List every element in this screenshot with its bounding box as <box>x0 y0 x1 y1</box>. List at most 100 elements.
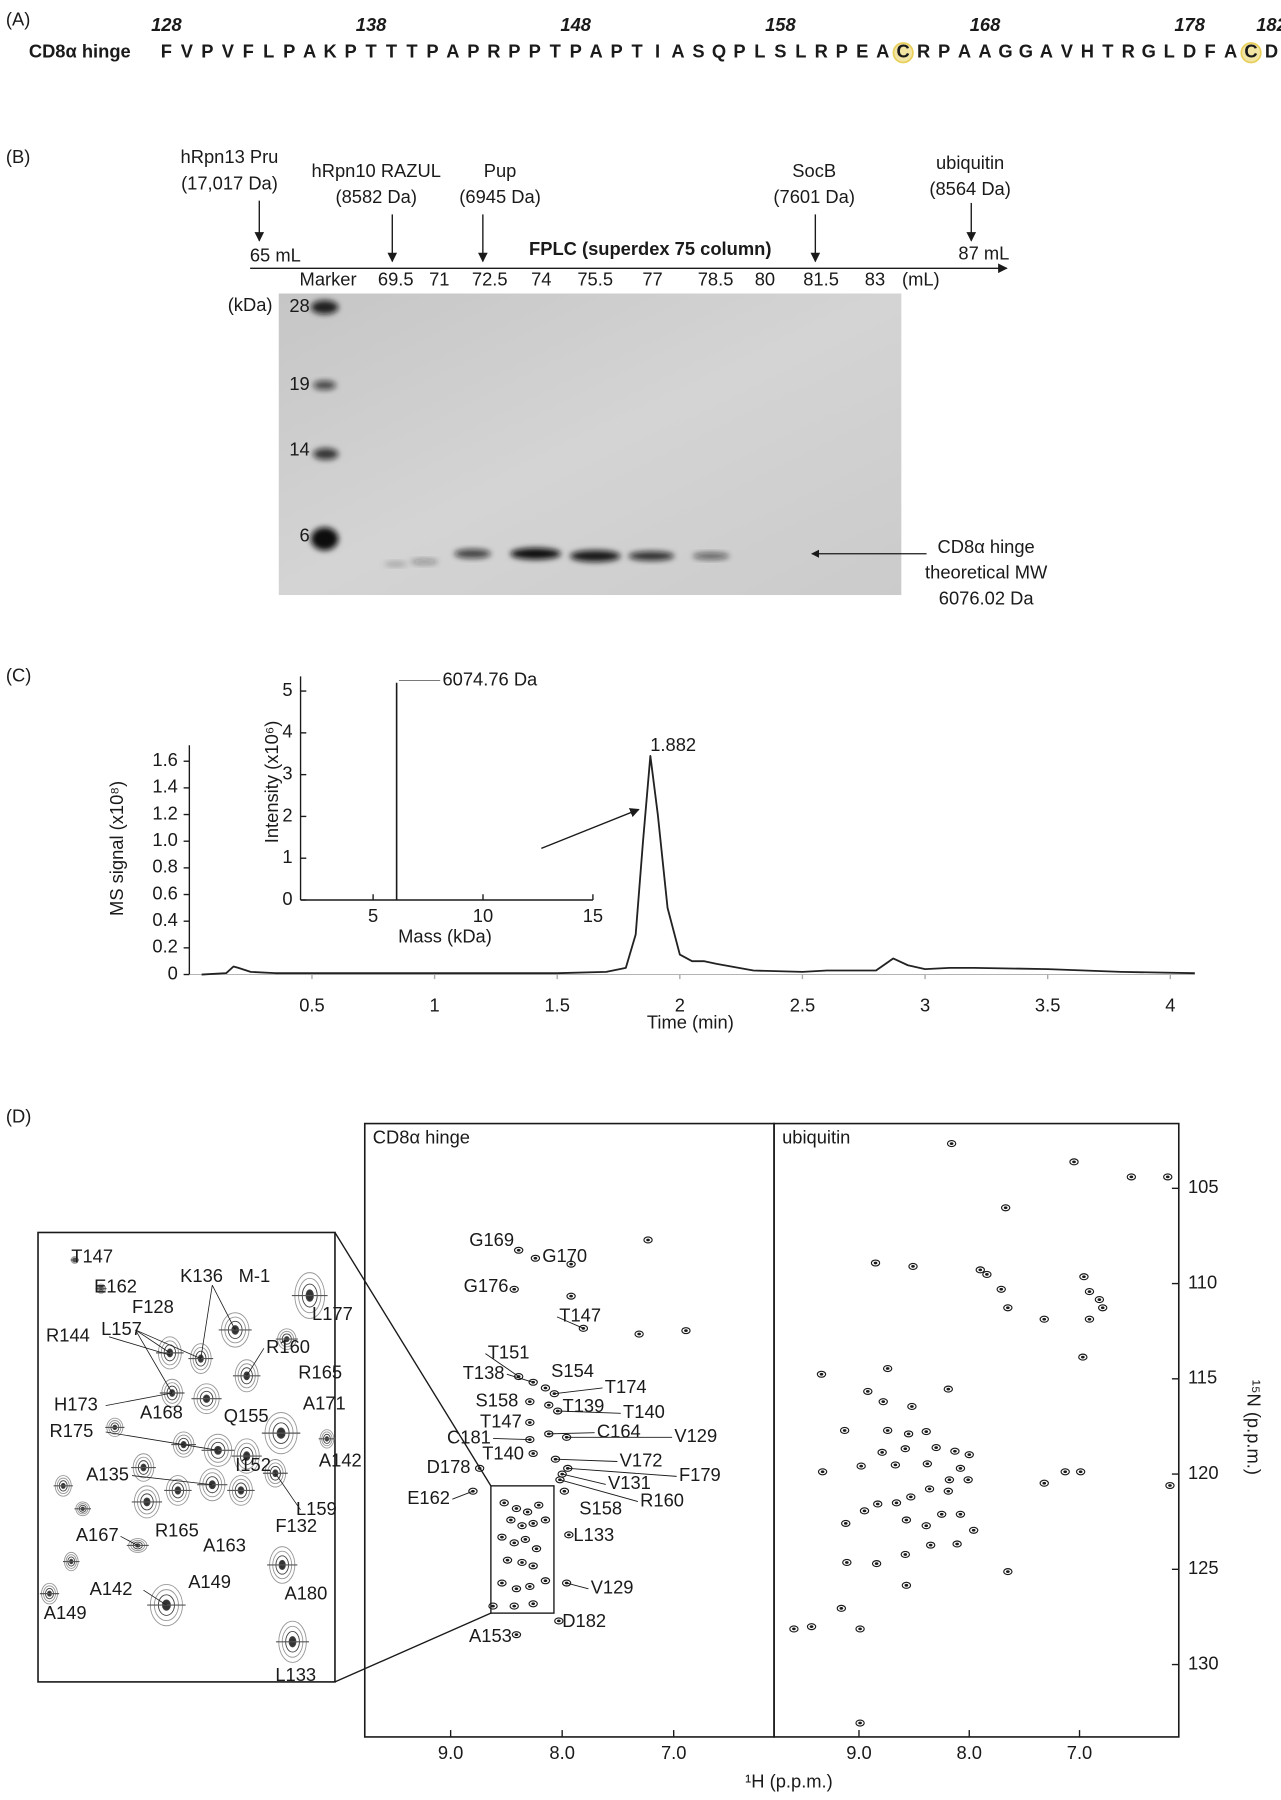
peak-core <box>514 1633 519 1637</box>
residue: A <box>590 41 603 62</box>
ubiquitin-peak <box>944 1476 955 1484</box>
ubiquitin-peak <box>901 1516 912 1524</box>
residue: R <box>487 41 500 62</box>
peak-contour <box>863 1387 873 1395</box>
protein-name: hRpn10 RAZUL <box>312 160 441 181</box>
protein-name: ubiquitin <box>936 152 1004 173</box>
peak-contour <box>517 1522 527 1530</box>
peak-contour <box>907 1402 917 1410</box>
ubiquitin-peak <box>968 1526 979 1534</box>
hinge-peak <box>634 1330 644 1338</box>
peak-contour <box>975 1266 985 1274</box>
inset-label: L133 <box>275 1664 316 1685</box>
peak-core <box>491 1604 495 1608</box>
inset-x-tick-label: 10 <box>473 905 493 926</box>
panel-label: (C) <box>6 664 31 685</box>
peak-core <box>845 1561 849 1564</box>
ubiquitin-peak <box>1163 1173 1173 1181</box>
peak-core <box>858 1627 862 1631</box>
peak-leader <box>452 1490 474 1500</box>
gel-band <box>454 549 491 559</box>
gel-band <box>410 558 439 565</box>
hinge-peak <box>530 1254 541 1262</box>
hinge-peak <box>509 1539 519 1547</box>
peak-core <box>966 1478 970 1482</box>
spectrum-title: CD8α hinge <box>373 1126 470 1147</box>
peak-core <box>546 1403 551 1407</box>
ubiquitin-peak <box>856 1462 866 1470</box>
hinge-peak <box>513 1246 524 1254</box>
peak-core <box>843 1522 848 1525</box>
peak-leader <box>485 1353 519 1377</box>
protein-mass: (8582 Da) <box>335 186 417 207</box>
peak-core <box>955 1542 959 1546</box>
residue: R <box>815 41 828 62</box>
peak-contour <box>996 1285 1006 1293</box>
inset-label: A171 <box>303 1392 346 1413</box>
y-tick-label: 0.2 <box>152 936 177 957</box>
inset-label: L177 <box>312 1303 353 1324</box>
hinge-peak <box>681 1327 691 1335</box>
spectrum-title: ubiquitin <box>782 1126 850 1147</box>
gel-band <box>310 300 339 315</box>
peak-core <box>569 1294 573 1298</box>
mw-label: 6 <box>300 524 310 545</box>
peak-contour <box>871 1560 882 1568</box>
peak-core <box>865 1390 870 1393</box>
residue: A <box>958 41 971 62</box>
ubiquitin-peak <box>901 1581 912 1589</box>
peak-label: A153 <box>469 1625 512 1646</box>
peak-contour <box>520 1535 531 1543</box>
peak-core <box>567 1533 571 1537</box>
y-tick-label: 0 <box>168 962 178 983</box>
peak-core <box>562 1489 567 1493</box>
inset-leader <box>131 1475 213 1486</box>
h-tick-label: 8.0 <box>549 1742 574 1763</box>
n-axis-label: ¹⁵N (p.p.m.) <box>1243 1380 1264 1475</box>
peak-contour <box>924 1485 935 1493</box>
zoom-connector <box>334 1232 492 1487</box>
panel-label: (B) <box>6 146 30 167</box>
lane-label: 83 <box>865 269 885 290</box>
protein-name: hRpn13 Pru <box>181 146 279 167</box>
peak-contour <box>540 1516 551 1524</box>
inset-label: A135 <box>86 1463 129 1484</box>
peak-contour <box>566 1292 576 1300</box>
ubiquitin-peak <box>946 1140 957 1148</box>
peak-core <box>967 1453 972 1457</box>
peak-core <box>520 1524 524 1528</box>
hinge-peak <box>497 1533 507 1541</box>
residue-number: 182 <box>1256 14 1281 35</box>
x-tick-label: 3 <box>920 994 930 1015</box>
annotation-line: CD8α hinge <box>938 536 1035 557</box>
peak-label: T139 <box>563 1395 605 1416</box>
peak-core <box>939 1512 944 1516</box>
peak-label: G169 <box>469 1229 514 1250</box>
peak-core <box>1097 1298 1102 1301</box>
peak-core <box>947 1478 952 1482</box>
peak-contour <box>522 1508 533 1516</box>
peak-contour <box>1003 1568 1013 1576</box>
residue: H <box>1081 41 1094 62</box>
peak-core <box>893 1463 898 1467</box>
peak-contour <box>873 1500 883 1508</box>
ms-trace <box>201 754 1195 976</box>
peak-label: V131 <box>608 1472 651 1493</box>
peak-core <box>819 1372 824 1376</box>
peak-core <box>1087 1317 1092 1321</box>
peak-contour <box>891 1499 902 1507</box>
peak-contour <box>511 1585 522 1593</box>
peak-leader <box>548 1432 595 1435</box>
peak-leader <box>556 1316 584 1329</box>
residue: T <box>406 41 417 62</box>
peak-core <box>906 1432 911 1436</box>
peak-leader <box>566 1582 589 1590</box>
inset-leader <box>108 1336 170 1356</box>
ubiquitin-peak <box>1079 1273 1089 1281</box>
protein-mass: (7601 Da) <box>773 186 855 207</box>
hinge-peak <box>525 1582 535 1591</box>
ubiquitin-peak <box>922 1460 933 1468</box>
peak-contour <box>566 1260 576 1268</box>
peak-leader <box>567 1467 677 1477</box>
y-tick-label: 1.6 <box>152 749 177 770</box>
